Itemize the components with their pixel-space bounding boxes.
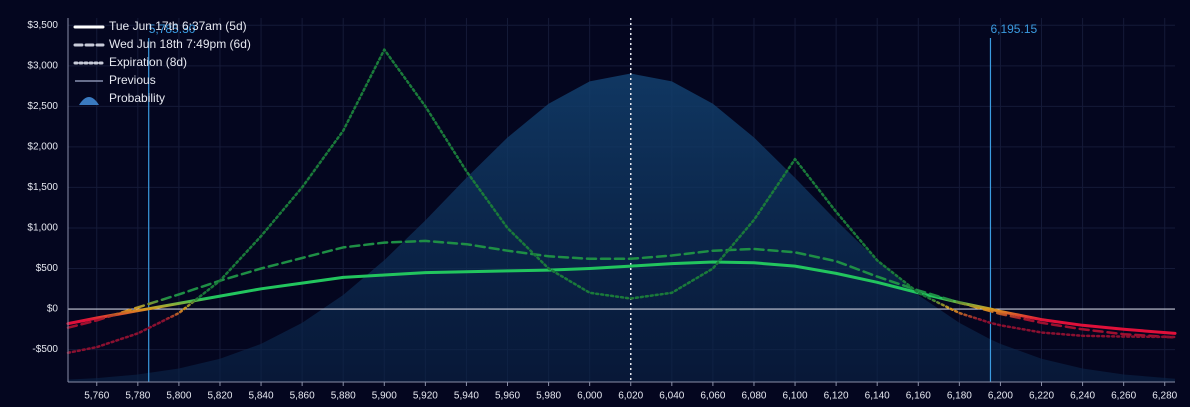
breakeven-label: 5,785.30 bbox=[149, 22, 196, 36]
y-tick-label: $0 bbox=[47, 304, 59, 315]
legend-label: Expiration (8d) bbox=[109, 55, 187, 69]
x-tick-label: 6,260 bbox=[1111, 391, 1136, 402]
y-tick-label: $3,000 bbox=[27, 60, 58, 71]
x-tick-label: 5,800 bbox=[166, 391, 191, 402]
x-tick-label: 6,060 bbox=[700, 391, 725, 402]
y-tick-label: $2,500 bbox=[27, 101, 58, 112]
y-tick-label: $1,500 bbox=[27, 182, 58, 193]
legend-label: Previous bbox=[109, 73, 156, 87]
x-tick-label: 6,080 bbox=[741, 391, 766, 402]
x-tick-label: 6,020 bbox=[618, 391, 643, 402]
legend-label: Wed Jun 18th 7:49pm (6d) bbox=[109, 37, 251, 51]
x-tick-label: 5,920 bbox=[413, 391, 438, 402]
y-tick-label: $3,500 bbox=[27, 20, 58, 31]
x-tick-label: 5,980 bbox=[536, 391, 561, 402]
x-tick-label: 5,900 bbox=[372, 391, 397, 402]
x-tick-label: 6,160 bbox=[906, 391, 931, 402]
pnl-line bbox=[66, 239, 1177, 339]
y-tick-label: -$500 bbox=[32, 344, 58, 355]
x-tick-label: 6,040 bbox=[659, 391, 684, 402]
y-tick-label: $2,000 bbox=[27, 142, 58, 153]
pnl-line bbox=[66, 48, 1177, 355]
x-tick-label: 5,780 bbox=[125, 391, 150, 402]
x-tick-label: 5,860 bbox=[290, 391, 315, 402]
x-tick-label: 6,140 bbox=[865, 391, 890, 402]
axes: 5,760 5,780 5,800 5,820 5,840 5,860 5,880 5,900… bbox=[27, 18, 1178, 402]
pnl-line bbox=[66, 260, 1177, 335]
x-tick-label: 6,000 bbox=[577, 391, 602, 402]
y-tick-label: $1,000 bbox=[27, 223, 58, 234]
x-tick-label: 5,960 bbox=[495, 391, 520, 402]
legend-label: Probability bbox=[109, 91, 165, 105]
x-tick-label: 5,940 bbox=[454, 391, 479, 402]
legend-label: Tue Jun 17th 6:37am (5d) bbox=[109, 19, 247, 33]
x-tick-label: 6,120 bbox=[824, 391, 849, 402]
x-tick-label: 6,220 bbox=[1029, 391, 1054, 402]
x-tick-label: 6,280 bbox=[1152, 391, 1177, 402]
x-tick-label: 6,200 bbox=[988, 391, 1013, 402]
legend: Tue Jun 17th 6:37am (5d) Wed Jun 18th 7:4… bbox=[73, 19, 251, 105]
x-tick-label: 6,240 bbox=[1070, 391, 1095, 402]
x-tick-label: 5,880 bbox=[331, 391, 356, 402]
x-tick-label: 6,180 bbox=[947, 391, 972, 402]
x-tick-label: 5,760 bbox=[84, 391, 109, 402]
probability-area bbox=[68, 73, 1175, 382]
breakeven-label: 6,195.15 bbox=[990, 22, 1037, 36]
plot: 5,785.30 6,195.15 bbox=[66, 18, 1177, 382]
y-tick-label: $500 bbox=[36, 263, 59, 274]
x-tick-label: 5,820 bbox=[207, 391, 232, 402]
x-tick-label: 6,100 bbox=[783, 391, 808, 402]
legend-swatch bbox=[79, 97, 99, 105]
x-tick-label: 5,840 bbox=[249, 391, 274, 402]
